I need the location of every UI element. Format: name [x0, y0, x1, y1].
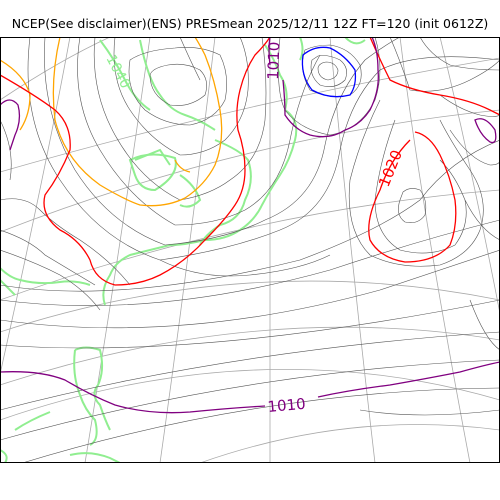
longitude-line [0, 37, 71, 377]
longitude-line [159, 37, 216, 463]
isobars [0, 37, 500, 463]
contour-1010 [0, 37, 500, 414]
map-title: NCEP(See disclaimer)(ENS) PRESmean 2025/… [11, 16, 489, 31]
low-center [301, 46, 357, 98]
contour-label-10-west: 10 [0, 140, 5, 160]
pressure-map: 1010 1020 1010 1040 10 [0, 37, 500, 463]
longitude-line [399, 37, 471, 463]
latitude-line [199, 424, 500, 463]
latitude-line [0, 189, 500, 301]
longitude-line [0, 37, 111, 101]
latitude-line [0, 280, 500, 333]
graticule [0, 37, 500, 463]
longitude-line [329, 37, 376, 463]
latitude-line [0, 326, 500, 386]
longitude-line [439, 37, 500, 316]
longitude-line [84, 37, 151, 463]
latitude-line [0, 368, 500, 421]
latitude-line [0, 109, 500, 233]
contour-label-1010-north: 1010 [264, 41, 283, 80]
contour-label-1010-south: 1010 [267, 395, 307, 416]
contour-1000 [0, 37, 223, 207]
coastline [0, 37, 366, 463]
contour-1020 [0, 37, 500, 286]
map-background [0, 37, 500, 463]
